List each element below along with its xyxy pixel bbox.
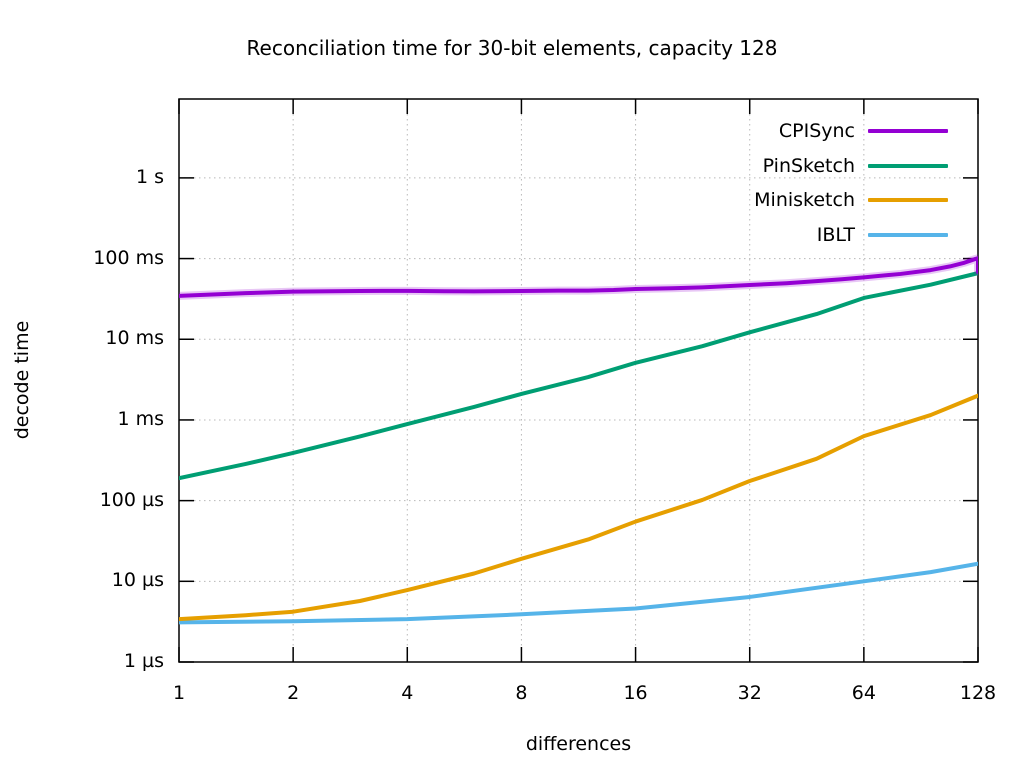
series-line-minisketch [179,393,978,622]
x-tick-label-1: 1 [172,682,186,704]
y-tick-label: 100 µs [99,488,164,511]
legend-row-pinsketch: PinSketch [754,149,948,184]
y-tick-label: 10 ms [105,327,164,350]
legend-line-sample-iblt [868,232,948,237]
x-tick-label-16: 16 [623,682,648,704]
plot-border [178,98,979,663]
series-line-iblt [179,561,978,625]
y-tick-label: 1 s [135,165,164,188]
legend-label-iblt: IBLT [816,223,855,246]
legend-line-sample-cpisync [868,129,948,134]
x-tick-label-8: 8 [515,682,528,704]
chart-title: Reconciliation time for 30-bit elements,… [246,36,778,60]
y-tick-label: 1 µs [123,650,164,672]
legend-line-sample-minisketch [868,198,948,203]
series-line-cpisync [179,256,978,298]
legend-label-cpisync: CPISync [778,120,855,143]
x-tick-label-2: 2 [287,682,300,704]
legend-row-minisketch: Minisketch [754,183,948,218]
legend-label-pinsketch: PinSketch [762,154,855,177]
series-line-pinsketch [179,271,978,481]
legend-line-sample-pinsketch [868,163,948,168]
y-tick-label: 10 µs [111,569,164,592]
legend: CPISync PinSketch Minisketch IBLT [754,114,948,252]
x-tick-label-128: 128 [959,682,997,704]
x-tick-label-4: 4 [401,682,414,704]
x-tick-label-64: 64 [851,682,876,704]
x-axis-label: differences [525,733,632,755]
y-tick-label: 1 ms [117,407,164,430]
x-tick-label-32: 32 [737,682,762,704]
y-tick-label: 100 ms [93,246,164,269]
legend-row-cpisync: CPISync [754,114,948,149]
legend-label-minisketch: Minisketch [754,189,855,212]
legend-row-iblt: IBLT [754,218,948,253]
